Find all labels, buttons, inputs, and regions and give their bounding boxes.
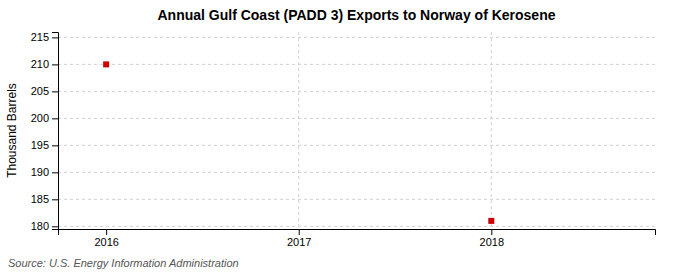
y-axis-line bbox=[52, 33, 59, 230]
y-axis-tick: 185 bbox=[31, 193, 58, 205]
x-axis: 2016 2017 2018 bbox=[59, 229, 656, 248]
y-axis-tick-label: 210 bbox=[31, 58, 49, 70]
x-axis-tick-mark bbox=[106, 229, 107, 235]
point bbox=[488, 218, 494, 224]
reference-line bbox=[298, 32, 299, 229]
y-axis-tick-label: 180 bbox=[31, 220, 49, 232]
chart: 2016 2017 2018 180 185 190 195 200 205 210 215 Annu… bbox=[0, 0, 675, 275]
grid-line bbox=[58, 172, 655, 173]
x-axis-tick-label: 2018 bbox=[480, 236, 504, 248]
grid-line bbox=[58, 226, 655, 227]
y-axis-tick: 210 bbox=[31, 58, 58, 70]
grid-line bbox=[58, 37, 655, 38]
y-axis-tick: 215 bbox=[31, 31, 58, 43]
y-axis-tick-label: 215 bbox=[31, 31, 49, 43]
y-axis-tick: 190 bbox=[31, 166, 58, 178]
point bbox=[103, 61, 109, 67]
x-axis-tick-label: 2016 bbox=[94, 236, 118, 248]
x-axis-tick: 2016 bbox=[94, 229, 118, 248]
y-axis-tick-mark bbox=[52, 199, 58, 200]
grid-line bbox=[58, 64, 655, 65]
y-axis-tick-mark bbox=[52, 118, 58, 119]
y-axis-tick-mark bbox=[52, 91, 58, 92]
y-axis-tick-mark bbox=[52, 37, 58, 38]
grid-line bbox=[58, 118, 655, 119]
reference-line bbox=[491, 32, 492, 229]
y-axis-tick-label: 200 bbox=[31, 112, 49, 124]
y-axis-tick-label: 205 bbox=[31, 85, 49, 97]
grid-line bbox=[58, 91, 655, 92]
y-axis-tick: 200 bbox=[31, 112, 58, 124]
x-axis-tick-mark bbox=[299, 229, 300, 235]
y-axis-tick-mark bbox=[52, 145, 58, 146]
x-axis-tick-label: 2017 bbox=[287, 236, 311, 248]
y-axis-title: Thousand Barrels bbox=[5, 83, 19, 178]
x-axis-line bbox=[59, 230, 656, 236]
source-note: Source: U.S. Energy Information Administ… bbox=[8, 257, 239, 269]
x-axis-tick: 2018 bbox=[480, 229, 504, 248]
y-axis-tick: 195 bbox=[31, 139, 58, 151]
y-axis: 180 185 190 195 200 205 210 215 bbox=[31, 31, 59, 232]
points bbox=[103, 61, 494, 224]
title: Annual Gulf Coast (PADD 3) Exports to No… bbox=[157, 7, 555, 23]
y-axis-tick-mark bbox=[52, 64, 58, 65]
y-axis-tick: 180 bbox=[31, 220, 58, 232]
y-axis-tick-label: 195 bbox=[31, 139, 49, 151]
y-axis-tick: 205 bbox=[31, 85, 58, 97]
y-axis-tick-mark bbox=[52, 172, 58, 173]
grid-line bbox=[58, 145, 655, 146]
plot-area: 2016 2017 2018 180 185 190 195 200 205 210 215 bbox=[31, 31, 656, 247]
y-axis-tick-mark bbox=[52, 226, 58, 227]
y-axis-tick-label: 190 bbox=[31, 166, 49, 178]
grid-line bbox=[58, 199, 655, 200]
x-axis-tick-mark bbox=[491, 229, 492, 235]
y-axis-tick-label: 185 bbox=[31, 193, 49, 205]
grid bbox=[58, 32, 655, 229]
x-axis-tick: 2017 bbox=[287, 229, 311, 248]
